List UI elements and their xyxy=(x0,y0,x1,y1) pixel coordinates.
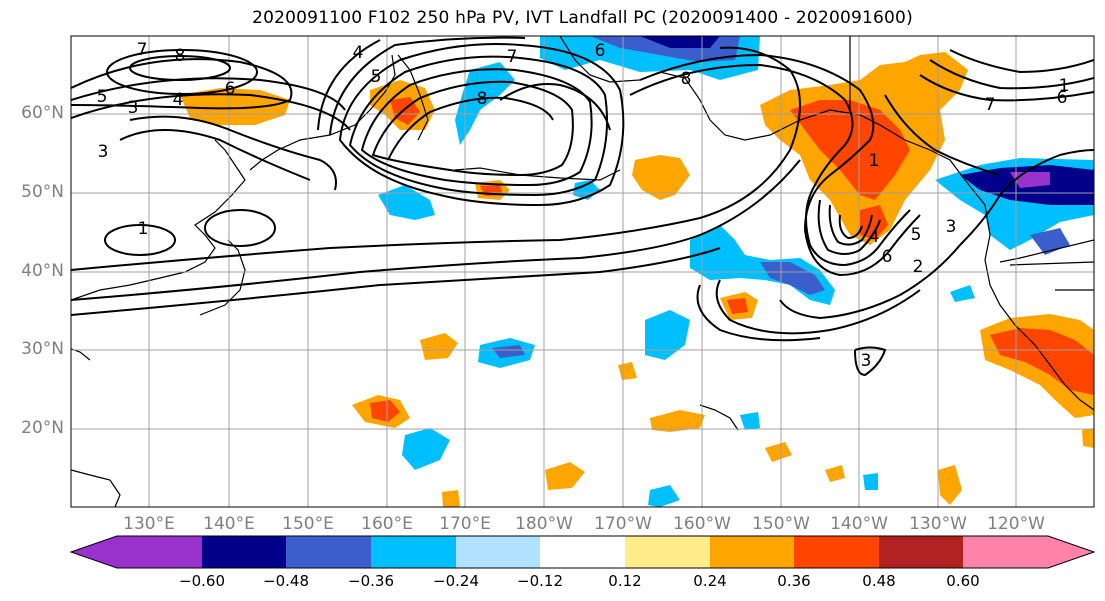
lon-label: 140°E xyxy=(203,514,255,534)
colorbar-segment xyxy=(286,536,371,568)
lon-label: 170°W xyxy=(594,514,652,534)
contour-label: 8 xyxy=(175,46,186,66)
contour-label: 4 xyxy=(173,90,184,110)
lon-label: 160°E xyxy=(361,514,413,534)
colorbar-segment xyxy=(963,536,1048,568)
lon-label: 180°W xyxy=(515,514,573,534)
shaded-anomalies xyxy=(180,36,1094,507)
lat-label: 30°N xyxy=(21,339,64,359)
lat-label: 40°N xyxy=(21,261,64,281)
contour-label: 7 xyxy=(507,47,518,67)
contour-label: 6 xyxy=(882,247,893,267)
colorbar xyxy=(69,535,1096,569)
contour-label: 1 xyxy=(138,219,149,239)
colorbar-segment xyxy=(879,536,963,568)
colorbar-segment xyxy=(625,536,710,568)
contour-label: 8 xyxy=(681,69,692,89)
contour-label: 7 xyxy=(985,95,996,115)
lat-label: 60°N xyxy=(21,103,64,123)
contour-label: 3 xyxy=(128,98,139,118)
colorbar-tick-label: 0.48 xyxy=(862,572,896,590)
colorbar-extend-left xyxy=(71,536,117,568)
colorbar-tick-label: 0.24 xyxy=(693,572,727,590)
colorbar-segment xyxy=(794,536,879,568)
contour-label: 8 xyxy=(477,89,488,109)
contour-label: 1 xyxy=(1059,76,1070,96)
colorbar-tick-label: −0.60 xyxy=(179,572,225,590)
colorbar-segment xyxy=(540,536,625,568)
contour-label: 3 xyxy=(861,351,872,371)
colorbar-segment xyxy=(202,536,286,568)
colorbar-tick-label: 0.60 xyxy=(946,572,980,590)
contour-label: 6 xyxy=(225,79,236,99)
colorbar-segment xyxy=(371,536,456,568)
colorbar-extend-right xyxy=(1048,536,1094,568)
contour-label: 6 xyxy=(1057,88,1068,108)
contour-label: 4 xyxy=(353,43,364,63)
colorbar-tick-label: −0.36 xyxy=(348,572,394,590)
colorbar-tick-label: 0.36 xyxy=(777,572,811,590)
contour-label: 4 xyxy=(869,227,880,247)
contour-label: 5 xyxy=(911,225,922,245)
pv-contours xyxy=(71,36,1094,377)
contour-label: 5 xyxy=(371,67,382,87)
lat-label: 20°N xyxy=(21,418,64,438)
lon-label: 140°W xyxy=(830,514,888,534)
lon-label: 120°W xyxy=(987,514,1045,534)
lat-label: 50°N xyxy=(21,182,64,202)
colorbar-segment xyxy=(710,536,794,568)
contour-label: 3 xyxy=(98,142,109,162)
lon-label: 170°E xyxy=(439,514,491,534)
colorbar-tick-label: −0.48 xyxy=(263,572,309,590)
contour-label: 2 xyxy=(913,257,924,277)
colorbar-tick-label: −0.12 xyxy=(517,572,563,590)
colorbar-tick-label: −0.24 xyxy=(433,572,479,590)
lon-label: 130°E xyxy=(123,514,175,534)
colorbar-segment xyxy=(117,536,202,568)
lon-label: 160°W xyxy=(673,514,731,534)
contour-label: 1 xyxy=(869,151,880,171)
contour-label: 3 xyxy=(946,217,957,237)
contour-label: 5 xyxy=(97,87,108,107)
contour-label: 6 xyxy=(595,41,606,61)
contour-label: 7 xyxy=(137,40,148,60)
map-border xyxy=(70,35,1095,508)
colorbar-tick-label: 0.12 xyxy=(608,572,642,590)
map-area: 7 8 5 3 4 6 3 1 4 5 7 8 6 8 7 6 1 3 4 6 … xyxy=(71,36,1094,507)
map-title: 2020091100 F102 250 hPa PV, IVT Landfall… xyxy=(252,8,913,28)
colorbar-segment xyxy=(456,536,540,568)
lon-label: 150°W xyxy=(752,514,810,534)
contour-labels: 7 8 5 3 4 6 3 1 4 5 7 8 6 8 7 6 1 3 4 6 … xyxy=(97,40,1070,371)
lon-label: 150°E xyxy=(282,514,334,534)
lon-label: 130°W xyxy=(909,514,967,534)
